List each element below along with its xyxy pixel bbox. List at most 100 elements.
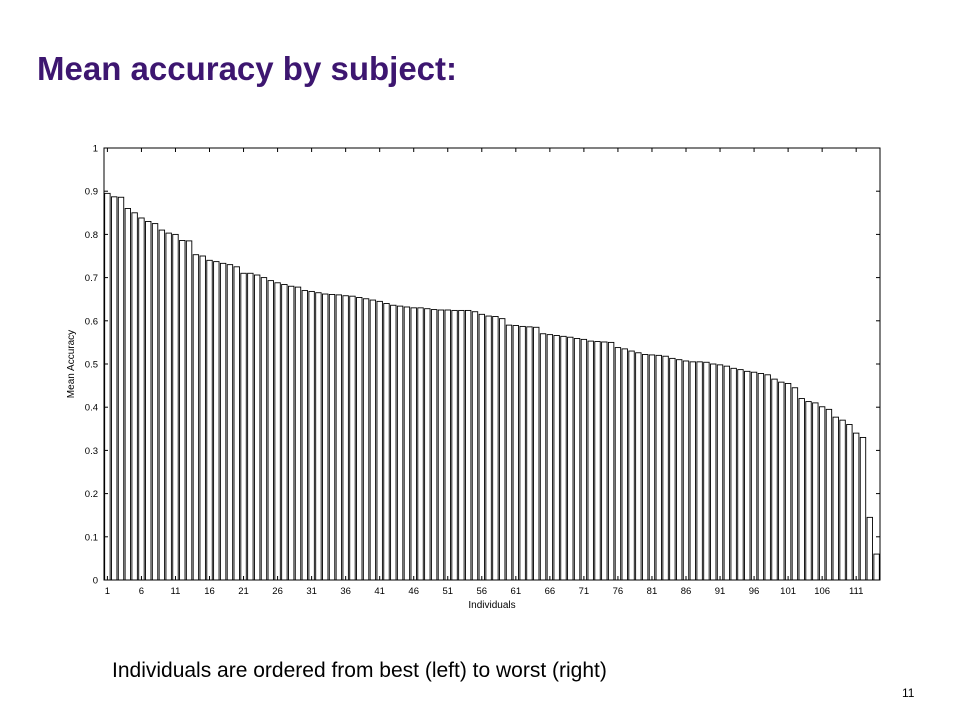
y-tick-label: 0.6 bbox=[85, 316, 98, 327]
bar bbox=[478, 313, 485, 581]
x-tick-label: 96 bbox=[749, 586, 760, 597]
x-tick-label: 71 bbox=[579, 586, 590, 597]
x-tick-label: 11 bbox=[171, 586, 181, 597]
bar bbox=[730, 367, 737, 581]
bar bbox=[505, 324, 513, 581]
x-tick-label: 106 bbox=[814, 586, 830, 597]
y-tick-label: 0.1 bbox=[85, 532, 98, 543]
y-tick-label: 0.8 bbox=[85, 230, 98, 241]
bar bbox=[233, 266, 240, 581]
bar bbox=[533, 326, 540, 581]
bar bbox=[342, 295, 349, 581]
y-tick-label: 1 bbox=[93, 144, 98, 155]
bar bbox=[301, 290, 308, 581]
x-tick-label: 61 bbox=[511, 586, 522, 597]
bar bbox=[832, 416, 839, 581]
bar bbox=[349, 295, 356, 581]
bar bbox=[641, 354, 649, 581]
bar bbox=[784, 382, 792, 581]
bar bbox=[485, 315, 492, 581]
x-tick-label: 101 bbox=[780, 586, 796, 597]
x-tick-label: 81 bbox=[647, 586, 658, 597]
x-tick-label: 51 bbox=[442, 586, 453, 597]
x-tick-label: 16 bbox=[204, 586, 215, 597]
bar bbox=[744, 370, 751, 581]
x-tick-label: 31 bbox=[306, 586, 317, 597]
bar bbox=[553, 335, 560, 581]
bar bbox=[465, 309, 472, 581]
bar bbox=[424, 308, 431, 581]
bar bbox=[226, 264, 234, 581]
x-tick-label: 91 bbox=[715, 586, 726, 597]
bar bbox=[383, 303, 390, 581]
bar bbox=[294, 286, 302, 581]
bar bbox=[253, 274, 261, 581]
bar bbox=[172, 233, 179, 581]
caption-text: Individuals are ordered from best (left)… bbox=[112, 659, 607, 682]
bar bbox=[621, 348, 628, 581]
bar bbox=[451, 309, 458, 581]
x-tick-label: 36 bbox=[340, 586, 351, 597]
bar bbox=[846, 424, 853, 581]
bar bbox=[131, 212, 138, 581]
bar bbox=[138, 217, 145, 581]
bar bbox=[818, 406, 826, 581]
bar bbox=[601, 341, 608, 581]
bar bbox=[587, 340, 594, 581]
y-tick-label: 0.4 bbox=[85, 403, 98, 414]
bar bbox=[546, 334, 554, 581]
bar bbox=[390, 304, 397, 581]
x-tick-label: 6 bbox=[139, 586, 144, 597]
bar bbox=[356, 297, 363, 581]
bar bbox=[260, 277, 268, 581]
bar bbox=[444, 309, 451, 581]
bar bbox=[662, 355, 669, 581]
bar bbox=[703, 361, 710, 581]
bar bbox=[308, 290, 315, 581]
bar bbox=[539, 333, 547, 581]
bar bbox=[607, 341, 615, 581]
bar bbox=[567, 336, 574, 581]
page-number: 11 bbox=[902, 686, 915, 700]
x-tick-label: 66 bbox=[545, 586, 556, 597]
bar bbox=[716, 364, 724, 581]
bar bbox=[873, 553, 880, 581]
bar bbox=[322, 293, 329, 581]
bar bbox=[676, 359, 683, 581]
bar bbox=[512, 325, 519, 581]
bar bbox=[288, 285, 295, 581]
x-tick-label: 86 bbox=[681, 586, 692, 597]
bar bbox=[655, 354, 662, 581]
bar bbox=[853, 432, 860, 581]
bar bbox=[798, 398, 805, 581]
bar bbox=[219, 262, 227, 581]
bar bbox=[519, 325, 526, 581]
bar bbox=[281, 284, 288, 581]
y-axis-label: Mean Accuracy bbox=[66, 330, 77, 398]
bar bbox=[274, 282, 281, 581]
bar bbox=[594, 341, 601, 581]
bar bbox=[866, 516, 873, 581]
bar bbox=[859, 436, 867, 581]
bar bbox=[117, 196, 125, 581]
bar bbox=[669, 357, 676, 581]
bar bbox=[791, 387, 799, 581]
bar bbox=[648, 354, 656, 581]
bar bbox=[526, 326, 533, 581]
bar bbox=[145, 220, 152, 581]
bar bbox=[560, 335, 567, 581]
bar bbox=[614, 347, 622, 581]
y-tick-label: 0 bbox=[93, 576, 98, 587]
bar bbox=[179, 239, 186, 581]
bar bbox=[805, 401, 812, 581]
y-tick-label: 0.2 bbox=[85, 489, 98, 500]
x-tick-label: 21 bbox=[238, 586, 249, 597]
bar bbox=[764, 374, 771, 581]
bar bbox=[213, 261, 220, 581]
bar bbox=[696, 361, 703, 581]
bar bbox=[267, 280, 274, 581]
bar bbox=[151, 223, 159, 581]
bar bbox=[403, 306, 411, 581]
bar bbox=[771, 378, 778, 581]
bar bbox=[723, 365, 731, 581]
